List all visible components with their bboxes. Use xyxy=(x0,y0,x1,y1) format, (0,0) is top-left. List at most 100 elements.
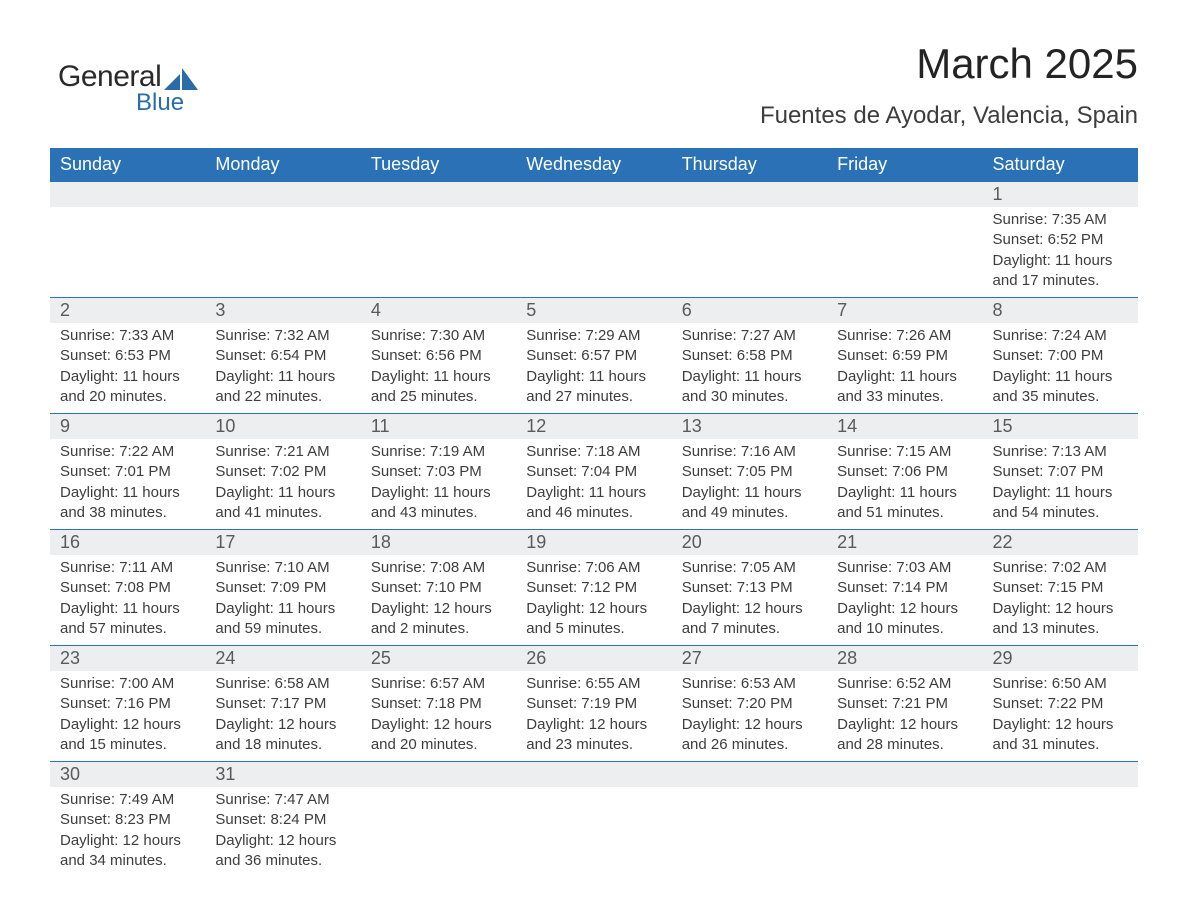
calendar-cell: 29 Sunrise: 6:50 AMSunset: 7:22 PMDayligh… xyxy=(983,646,1138,762)
calendar-cell xyxy=(50,182,205,298)
day-line-ss: Sunset: 6:54 PM xyxy=(215,346,350,366)
day-header: Thursday xyxy=(672,148,827,182)
day-line-sr: Sunrise: 7:18 AM xyxy=(526,442,661,462)
day-number: 12 xyxy=(516,414,671,439)
day-number: 10 xyxy=(205,414,360,439)
day-line-ss: Sunset: 7:20 PM xyxy=(682,694,817,714)
day-body xyxy=(516,207,671,216)
day-body xyxy=(205,207,360,216)
day-line-ss: Sunset: 7:01 PM xyxy=(60,462,195,482)
calendar-cell xyxy=(672,182,827,298)
day-line-d1: Daylight: 11 hours xyxy=(682,367,817,387)
day-body xyxy=(672,207,827,216)
day-line-sr: Sunrise: 7:27 AM xyxy=(682,326,817,346)
calendar-cell xyxy=(516,762,671,878)
calendar-cell: 4Sunrise: 7:30 AMSunset: 6:56 PMDaylight… xyxy=(361,298,516,414)
day-body: Sunrise: 7:47 AMSunset: 8:24 PMDaylight:… xyxy=(205,787,360,877)
day-line-sr: Sunrise: 7:29 AM xyxy=(526,326,661,346)
day-line-d1: Daylight: 12 hours xyxy=(526,599,661,619)
day-line-d2: and 20 minutes. xyxy=(60,387,195,407)
day-line-ss: Sunset: 7:15 PM xyxy=(993,578,1128,598)
day-line-d2: and 59 minutes. xyxy=(215,619,350,639)
day-number: 20 xyxy=(672,530,827,555)
day-number: 26 xyxy=(516,646,671,671)
day-line-sr: Sunrise: 6:52 AM xyxy=(837,674,972,694)
day-line-d2: and 51 minutes. xyxy=(837,503,972,523)
day-body: Sunrise: 7:33 AMSunset: 6:53 PMDaylight:… xyxy=(50,323,205,413)
calendar-cell: 28Sunrise: 6:52 AMSunset: 7:21 PMDayligh… xyxy=(827,646,982,762)
day-line-d1: Daylight: 11 hours xyxy=(526,483,661,503)
calendar-cell: 26Sunrise: 6:55 AMSunset: 7:19 PMDayligh… xyxy=(516,646,671,762)
day-line-ss: Sunset: 7:04 PM xyxy=(526,462,661,482)
day-line-ss: Sunset: 6:59 PM xyxy=(837,346,972,366)
day-number: 27 xyxy=(672,646,827,671)
day-body: Sunrise: 7:18 AMSunset: 7:04 PMDaylight:… xyxy=(516,439,671,529)
day-line-sr: Sunrise: 6:53 AM xyxy=(682,674,817,694)
day-line-ss: Sunset: 6:57 PM xyxy=(526,346,661,366)
day-line-ss: Sunset: 8:23 PM xyxy=(60,810,195,830)
day-line-d2: and 33 minutes. xyxy=(837,387,972,407)
day-body: Sunrise: 7:22 AMSunset: 7:01 PMDaylight:… xyxy=(50,439,205,529)
day-line-sr: Sunrise: 7:03 AM xyxy=(837,558,972,578)
day-line-ss: Sunset: 7:09 PM xyxy=(215,578,350,598)
day-number: 8 xyxy=(983,298,1138,323)
day-body: Sunrise: 7:16 AMSunset: 7:05 PMDaylight:… xyxy=(672,439,827,529)
day-line-sr: Sunrise: 7:11 AM xyxy=(60,558,195,578)
day-line-ss: Sunset: 6:52 PM xyxy=(993,230,1128,250)
day-number: 19 xyxy=(516,530,671,555)
day-header: Friday xyxy=(827,148,982,182)
day-number: 24 xyxy=(205,646,360,671)
day-number: 13 xyxy=(672,414,827,439)
calendar-cell: 7Sunrise: 7:26 AMSunset: 6:59 PMDaylight… xyxy=(827,298,982,414)
calendar-cell: 18Sunrise: 7:08 AMSunset: 7:10 PMDayligh… xyxy=(361,530,516,646)
calendar-cell: 24Sunrise: 6:58 AMSunset: 7:17 PMDayligh… xyxy=(205,646,360,762)
day-line-sr: Sunrise: 7:22 AM xyxy=(60,442,195,462)
day-body: Sunrise: 7:26 AMSunset: 6:59 PMDaylight:… xyxy=(827,323,982,413)
calendar-cell: 22Sunrise: 7:02 AMSunset: 7:15 PMDayligh… xyxy=(983,530,1138,646)
day-body: Sunrise: 6:53 AMSunset: 7:20 PMDaylight:… xyxy=(672,671,827,761)
calendar-cell: 12Sunrise: 7:18 AMSunset: 7:04 PMDayligh… xyxy=(516,414,671,530)
day-body xyxy=(516,787,671,796)
day-body xyxy=(361,787,516,796)
day-body: Sunrise: 6:52 AMSunset: 7:21 PMDaylight:… xyxy=(827,671,982,761)
calendar-cell xyxy=(827,182,982,298)
day-body: Sunrise: 7:08 AMSunset: 7:10 PMDaylight:… xyxy=(361,555,516,645)
day-number: 22 xyxy=(983,530,1138,555)
day-line-d1: Daylight: 12 hours xyxy=(682,599,817,619)
day-body: Sunrise: 6:57 AMSunset: 7:18 PMDaylight:… xyxy=(361,671,516,761)
day-line-d1: Daylight: 11 hours xyxy=(215,483,350,503)
day-line-sr: Sunrise: 7:21 AM xyxy=(215,442,350,462)
day-line-sr: Sunrise: 7:06 AM xyxy=(526,558,661,578)
day-line-d1: Daylight: 12 hours xyxy=(837,715,972,735)
calendar-cell xyxy=(983,762,1138,878)
day-number: 7 xyxy=(827,298,982,323)
day-number: 9 xyxy=(50,414,205,439)
calendar-cell xyxy=(827,762,982,878)
calendar-week: 2Sunrise: 7:33 AMSunset: 6:53 PMDaylight… xyxy=(50,298,1138,414)
day-header: Tuesday xyxy=(361,148,516,182)
day-line-sr: Sunrise: 7:10 AM xyxy=(215,558,350,578)
day-body xyxy=(361,207,516,216)
day-number: 29 xyxy=(983,646,1138,671)
day-line-d2: and 26 minutes. xyxy=(682,735,817,755)
day-line-d2: and 20 minutes. xyxy=(371,735,506,755)
day-line-ss: Sunset: 7:22 PM xyxy=(993,694,1128,714)
day-body: Sunrise: 7:13 AMSunset: 7:07 PMDaylight:… xyxy=(983,439,1138,529)
calendar-cell xyxy=(672,762,827,878)
day-line-ss: Sunset: 7:05 PM xyxy=(682,462,817,482)
day-body: Sunrise: 7:03 AMSunset: 7:14 PMDaylight:… xyxy=(827,555,982,645)
day-line-sr: Sunrise: 7:35 AM xyxy=(993,210,1128,230)
day-body xyxy=(983,787,1138,796)
day-body: Sunrise: 7:02 AMSunset: 7:15 PMDaylight:… xyxy=(983,555,1138,645)
day-line-d1: Daylight: 12 hours xyxy=(993,715,1128,735)
calendar-cell: 14Sunrise: 7:15 AMSunset: 7:06 PMDayligh… xyxy=(827,414,982,530)
day-line-sr: Sunrise: 7:13 AM xyxy=(993,442,1128,462)
calendar-cell xyxy=(361,762,516,878)
day-line-ss: Sunset: 6:53 PM xyxy=(60,346,195,366)
day-line-sr: Sunrise: 6:50 AM xyxy=(993,674,1128,694)
day-line-ss: Sunset: 7:14 PM xyxy=(837,578,972,598)
day-line-sr: Sunrise: 7:15 AM xyxy=(837,442,972,462)
day-line-ss: Sunset: 6:56 PM xyxy=(371,346,506,366)
title-block: March 2025 Fuentes de Ayodar, Valencia, … xyxy=(760,40,1138,130)
day-line-d2: and 57 minutes. xyxy=(60,619,195,639)
